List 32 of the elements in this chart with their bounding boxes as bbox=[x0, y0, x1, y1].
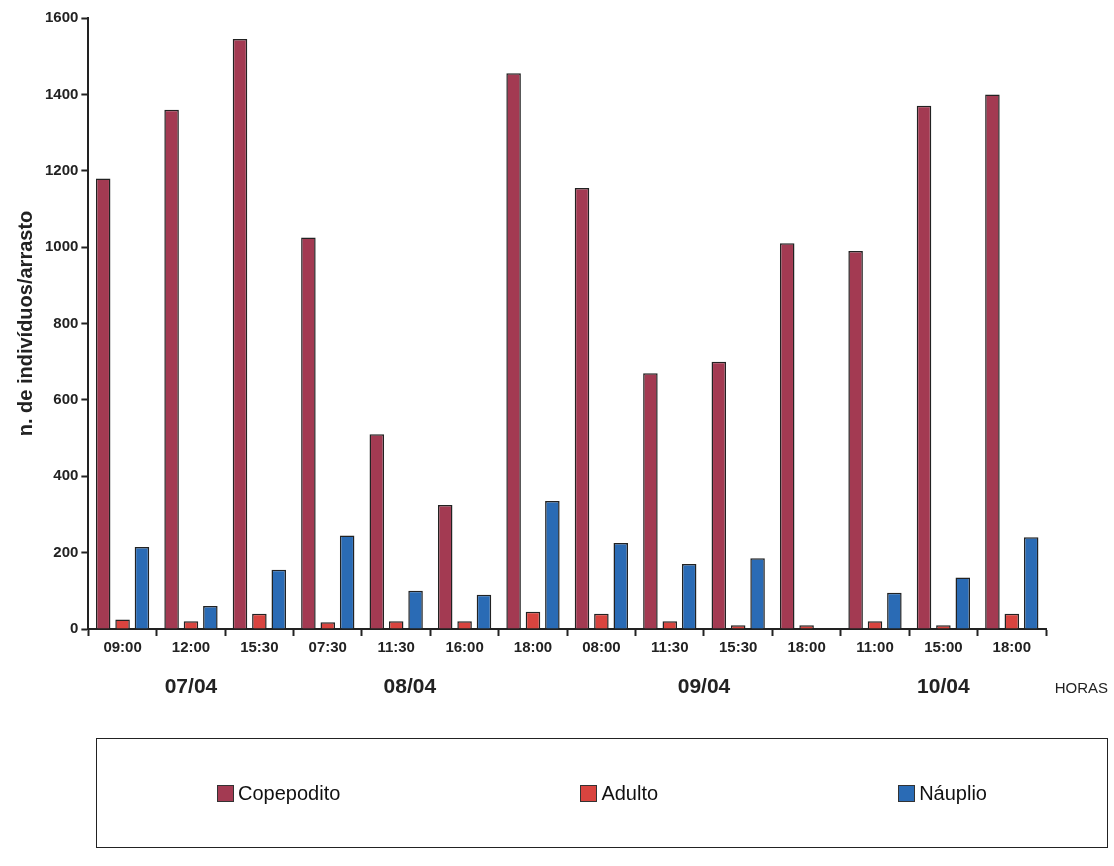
x-tick-label: 11:30 bbox=[651, 638, 689, 656]
x-tick-label: 11:00 bbox=[856, 638, 894, 656]
y-tick-label: 600 bbox=[53, 390, 79, 408]
text: 09/04 bbox=[677, 674, 731, 698]
x-tick-label: 15:00 bbox=[924, 638, 963, 656]
y-tick-label: 1400 bbox=[44, 84, 79, 102]
x-tick-label: 18:00 bbox=[513, 638, 553, 656]
x-tick-label: 16:00 bbox=[445, 638, 484, 656]
y-tick-label: 0 bbox=[70, 619, 79, 637]
x-tick-label: 08:00 bbox=[582, 638, 621, 656]
x-axis-title: HORAS bbox=[1054, 678, 1108, 696]
x-tick-label: 18:00 bbox=[787, 638, 826, 656]
x-tick-label: 15:30 bbox=[240, 638, 279, 656]
y-axis-title: n. de indivíduos/arrasto bbox=[13, 210, 36, 437]
text: 08/04 bbox=[383, 674, 437, 698]
legend-label: Náuplio bbox=[919, 781, 987, 805]
x-tick-label: 12:00 bbox=[171, 638, 211, 656]
y-tick-label: 400 bbox=[53, 466, 79, 484]
text: 10/04 bbox=[917, 674, 970, 698]
x-tick-label: 07:30 bbox=[308, 638, 347, 656]
y-tick-label: 1000 bbox=[44, 237, 79, 255]
y-tick-label: 800 bbox=[53, 313, 79, 331]
x-tick-label: 18:00 bbox=[992, 638, 1031, 656]
y-tick-label: 200 bbox=[53, 542, 79, 560]
y-tick-label: 1600 bbox=[44, 8, 79, 26]
legend-label: Adulto bbox=[601, 781, 659, 805]
x-tick-label: 11:30 bbox=[377, 638, 415, 656]
y-tick-label: 1200 bbox=[44, 160, 79, 178]
x-tick-label: 09:00 bbox=[103, 638, 142, 656]
text: 07/04 bbox=[164, 674, 218, 698]
x-tick-label: 15:30 bbox=[719, 638, 758, 656]
legend-label: Copepodito bbox=[238, 781, 341, 805]
